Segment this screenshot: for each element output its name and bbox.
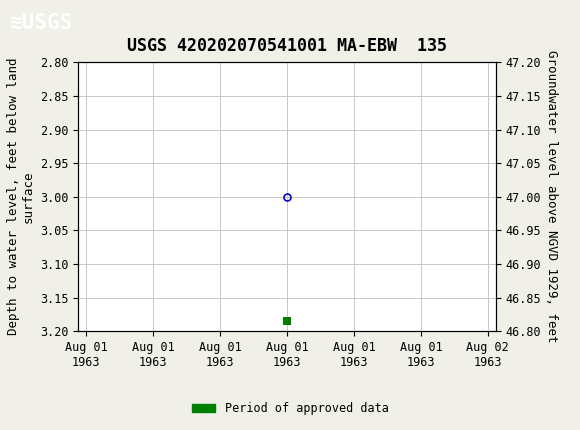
Title: USGS 420202070541001 MA-EBW  135: USGS 420202070541001 MA-EBW 135 — [127, 37, 447, 55]
Text: ≋USGS: ≋USGS — [9, 12, 72, 33]
Y-axis label: Groundwater level above NGVD 1929, feet: Groundwater level above NGVD 1929, feet — [545, 50, 558, 343]
Legend: Period of approved data: Period of approved data — [187, 397, 393, 420]
Y-axis label: Depth to water level, feet below land
surface: Depth to water level, feet below land su… — [6, 58, 35, 335]
Bar — [284, 317, 291, 325]
